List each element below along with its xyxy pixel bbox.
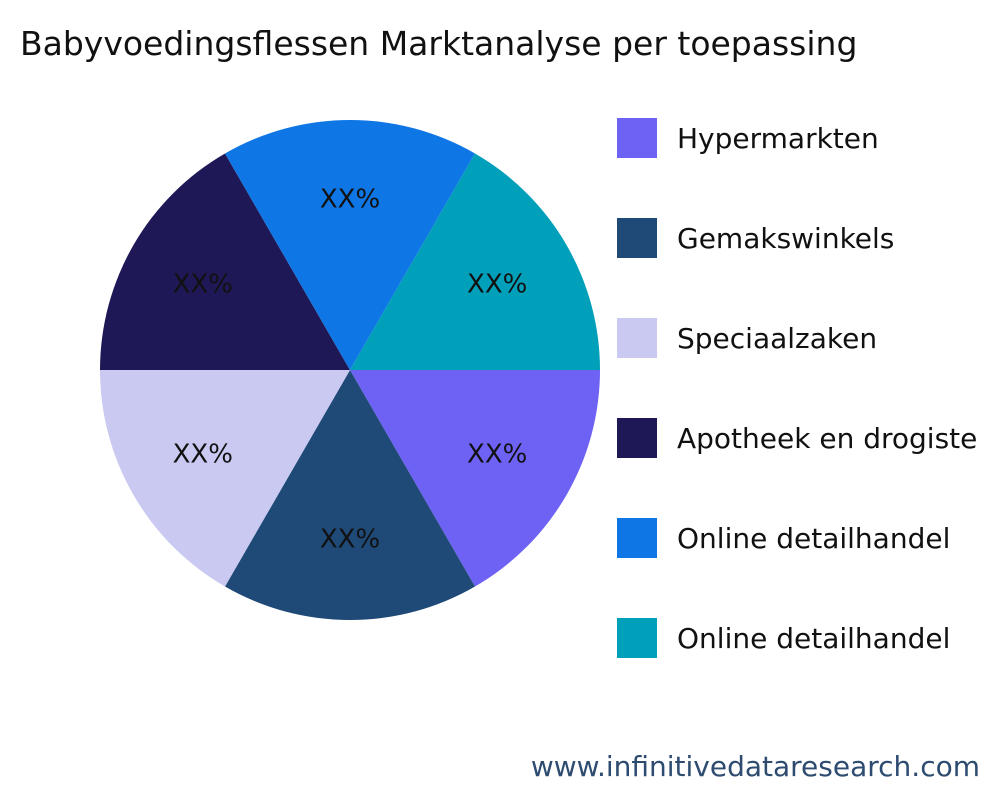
legend-label: Online detailhandel [677,521,951,555]
legend-swatch [617,518,657,558]
legend-item: Gemakswinkels [617,218,977,258]
legend-item: Speciaalzaken [617,318,977,358]
pie-slice-5 [225,119,475,370]
legend-item: Hypermarkten [617,118,977,158]
pie-slice-6 [350,153,600,370]
pie-slice-2 [225,370,475,620]
pie-chart: XX% XX% XX% XX% XX% XX% [100,119,600,620]
legend-label: Gemakswinkels [677,221,895,255]
legend: Hypermarkten Gemakswinkels Speciaalzaken Ap… [617,118,977,718]
chart-title: Babyvoedingsflessen Marktanalyse per toe… [20,24,858,63]
slice-percent-label: XX% [320,525,380,555]
legend-swatch [617,418,657,458]
legend-item: Online detailhandel [617,518,977,558]
legend-swatch [617,218,657,258]
legend-swatch [617,118,657,158]
pie-slice-1 [350,370,600,587]
pie-slice-4 [100,153,350,370]
legend-swatch [617,618,657,658]
slice-percent-label: XX% [173,440,233,470]
pie-slice-3 [100,370,350,587]
slice-percent-label: XX% [467,270,527,300]
legend-label: Apotheek en drogiste [677,421,978,455]
legend-label: Online detailhandel [677,621,951,655]
slice-percent-label: XX% [173,270,233,300]
legend-swatch [617,318,657,358]
slice-percent-label: XX% [320,185,380,215]
legend-item: Online detailhandel [617,618,977,658]
legend-label: Hypermarkten [677,121,879,155]
footer-url: www.infinitivedataresearch.com [530,750,980,783]
legend-item: Apotheek en drogiste [617,418,977,458]
legend-label: Speciaalzaken [677,321,878,355]
slice-percent-label: XX% [467,440,527,470]
